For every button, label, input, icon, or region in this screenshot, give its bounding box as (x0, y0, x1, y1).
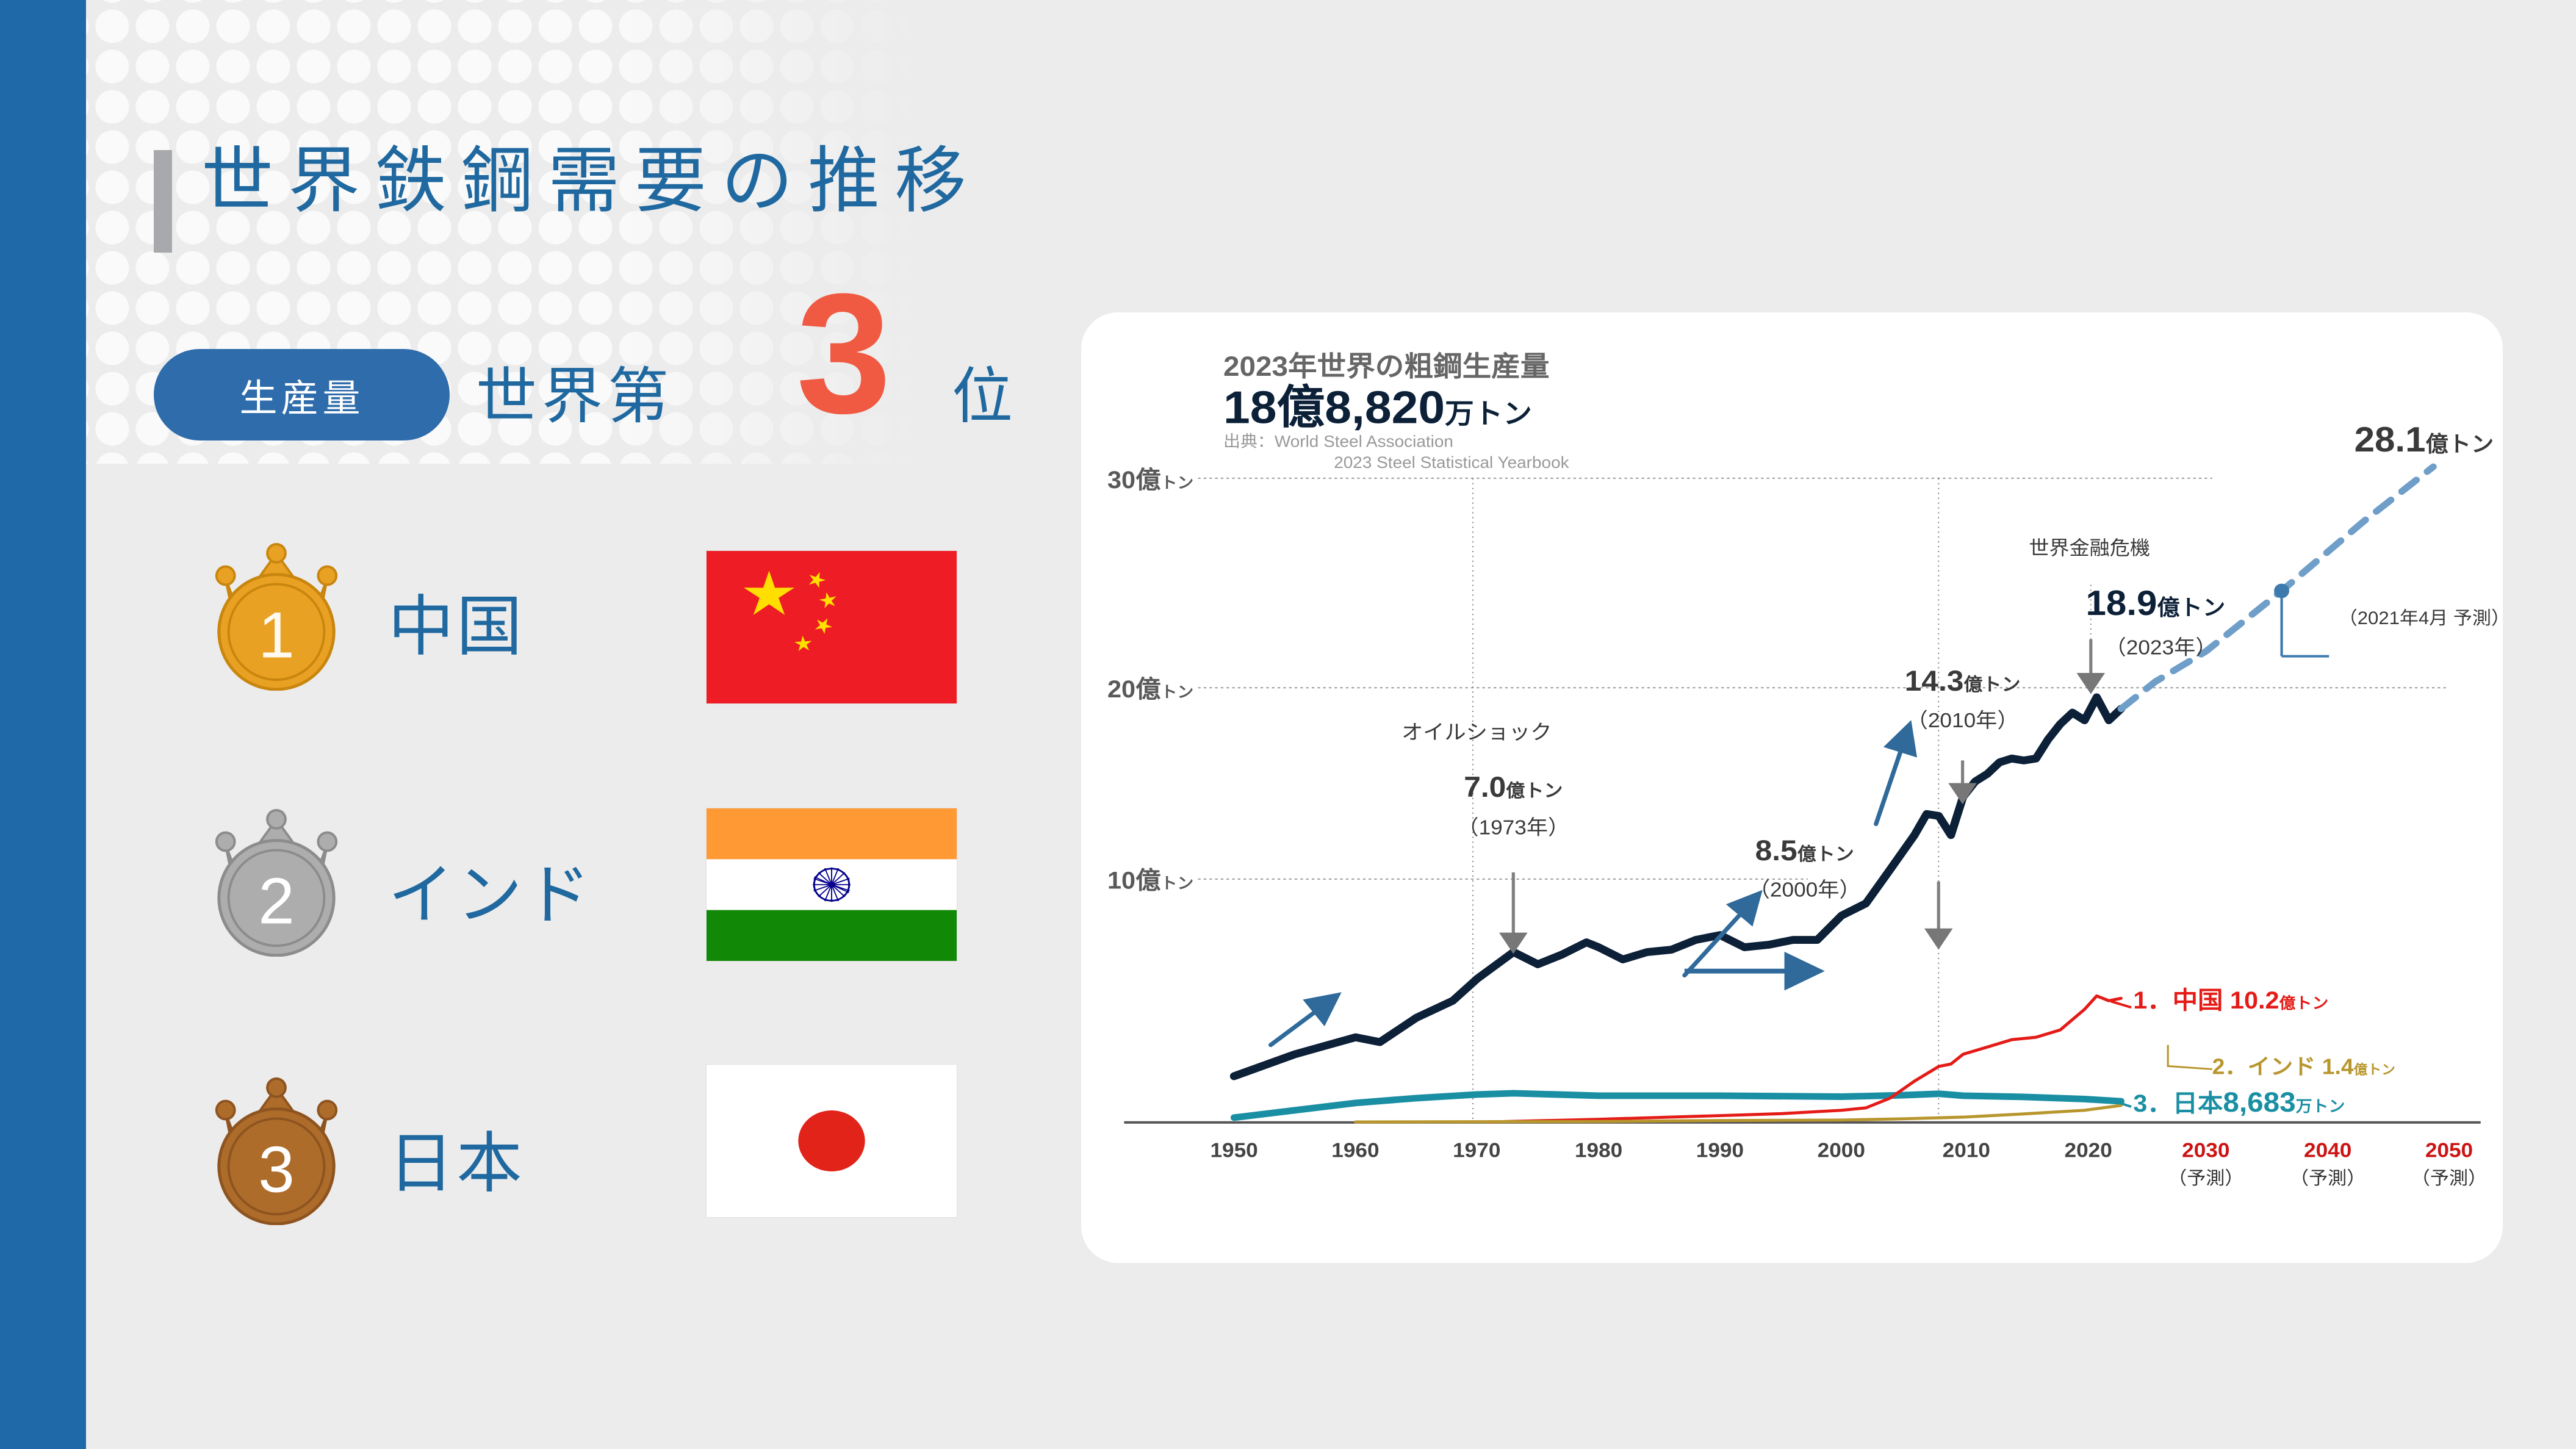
svg-text:2020: 2020 (2065, 1139, 2112, 1162)
svg-text:2023年世界の粗鋼生産量: 2023年世界の粗鋼生産量 (1223, 351, 1550, 382)
svg-text:（1973年）: （1973年） (1457, 816, 1569, 839)
svg-text:3: 3 (258, 1132, 295, 1206)
svg-text:1950: 1950 (1210, 1139, 1257, 1162)
svg-text:3．日本8,683万トン: 3．日本8,683万トン (2133, 1087, 2345, 1118)
svg-text:（2021年4月 予測）: （2021年4月 予測） (2339, 608, 2503, 628)
svg-text:2: 2 (258, 864, 295, 937)
svg-text:1: 1 (258, 598, 295, 671)
svg-text:（予測）: （予測） (2290, 1168, 2366, 1188)
svg-text:2010: 2010 (1943, 1139, 1990, 1162)
svg-text:1980: 1980 (1575, 1139, 1622, 1162)
svg-text:出典：World Steel Association: 出典：World Steel Association (1223, 432, 1453, 450)
svg-text:18.9億トン: 18.9億トン (2086, 584, 2226, 623)
svg-text:1990: 1990 (1696, 1139, 1744, 1162)
svg-text:20億トン: 20億トン (1107, 675, 1193, 703)
svg-text:18億8,820万トン: 18億8,820万トン (1223, 382, 1532, 433)
svg-text:（2010年）: （2010年） (1907, 709, 2019, 732)
svg-text:1970: 1970 (1453, 1139, 1500, 1162)
svg-text:（予測）: （予測） (2411, 1168, 2487, 1188)
svg-text:2．インド 1.4億トン: 2．インド 1.4億トン (2212, 1054, 2395, 1079)
svg-text:14.3億トン: 14.3億トン (1905, 665, 2021, 697)
svg-text:7.0億トン: 7.0億トン (1464, 771, 1563, 804)
svg-text:30億トン: 30億トン (1107, 466, 1193, 494)
svg-text:（2023年）: （2023年） (2105, 636, 2217, 659)
svg-text:2023 Steel Statistical Yearboo: 2023 Steel Statistical Yearbook (1334, 453, 1569, 472)
svg-text:2000: 2000 (1818, 1139, 1865, 1162)
svg-text:2030: 2030 (2182, 1139, 2229, 1162)
svg-text:（2000年）: （2000年） (1749, 879, 1861, 901)
svg-text:8.5億トン: 8.5億トン (1755, 835, 1854, 867)
svg-text:世界金融危機: 世界金融危機 (2029, 538, 2150, 559)
svg-text:オイルショック: オイルショック (1401, 721, 1552, 744)
svg-text:1960: 1960 (1331, 1139, 1379, 1162)
svg-text:（予測）: （予測） (2168, 1168, 2243, 1188)
svg-text:10億トン: 10億トン (1107, 867, 1193, 894)
svg-text:2040: 2040 (2304, 1139, 2351, 1162)
svg-text:1．中国 10.2億トン: 1．中国 10.2億トン (2133, 987, 2328, 1014)
svg-text:28.1億トン: 28.1億トン (2355, 420, 2494, 459)
svg-text:2050: 2050 (2425, 1139, 2473, 1162)
